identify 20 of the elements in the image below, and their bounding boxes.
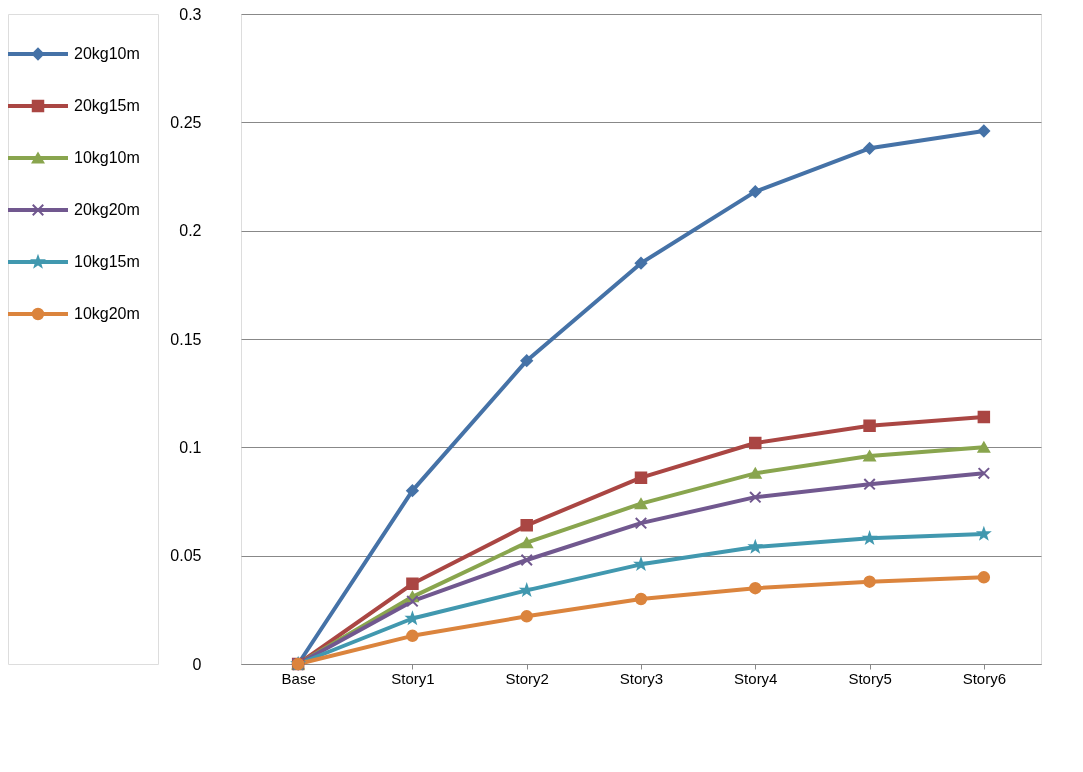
legend-label: 20kg20m <box>74 201 140 218</box>
y-tick-label: 0.3 <box>179 5 202 23</box>
x-tick-label: Story1 <box>391 669 435 687</box>
y-tick-label: 0.15 <box>170 330 202 348</box>
x-tick-label: Story5 <box>848 669 892 687</box>
y-tick-label: 0.1 <box>179 438 202 456</box>
legend-label: 10kg10m <box>74 149 140 166</box>
y-tick-label: 0 <box>192 655 202 673</box>
y-tick-label: 0.2 <box>179 222 202 240</box>
x-tick-label: Story4 <box>734 669 778 687</box>
legend-label: 10kg20m <box>74 305 140 322</box>
x-tick-label: Story6 <box>962 669 1007 687</box>
y-tick-label: 0.05 <box>170 547 202 565</box>
legend-label: 20kg10m <box>74 45 140 62</box>
legend-label: 20kg15m <box>74 97 140 114</box>
x-tick-label: Base <box>281 669 316 687</box>
legend-label: 10kg15m <box>74 253 140 270</box>
y-tick-label: 0.25 <box>170 113 202 131</box>
x-tick-label: Story3 <box>619 669 664 687</box>
x-tick-label: Story2 <box>505 669 549 687</box>
